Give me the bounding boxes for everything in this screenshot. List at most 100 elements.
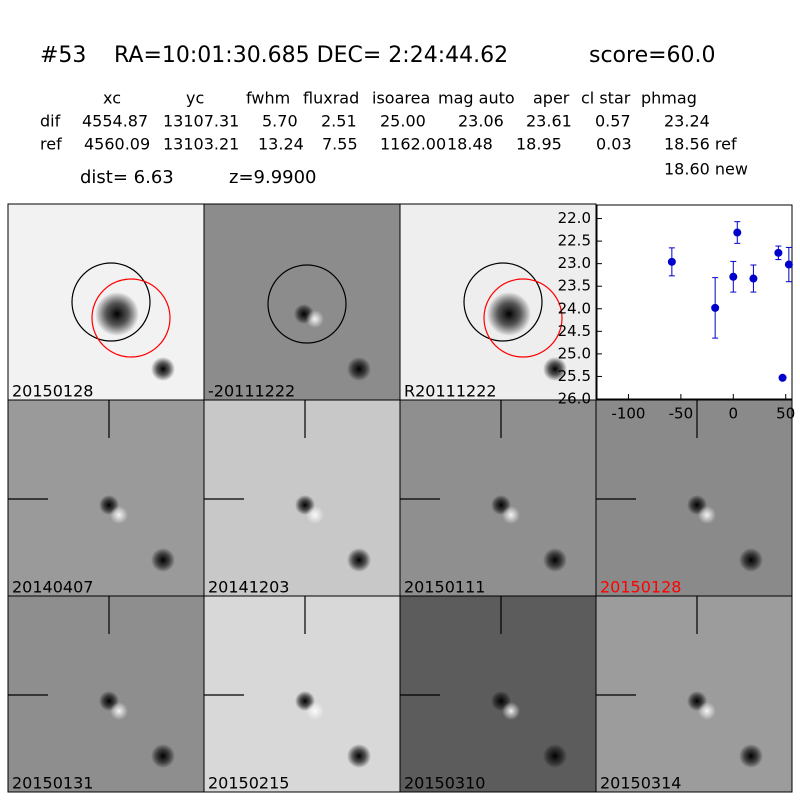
- star: [543, 548, 567, 572]
- redshift: z=9.9900: [229, 167, 317, 188]
- star: [543, 744, 567, 768]
- table-cell: 18.95: [516, 135, 562, 154]
- aperture-red: [91, 278, 171, 358]
- table-cell: 0.03: [596, 135, 632, 154]
- star: [347, 548, 371, 572]
- table-cell: 4554.87: [82, 112, 148, 131]
- image-panel: 20150215: [203, 595, 401, 793]
- residual: [110, 702, 128, 720]
- point-group: [711, 277, 720, 339]
- y-tick-label: 24.5: [558, 322, 591, 340]
- x-tick-label: -50: [669, 405, 694, 423]
- panel-label: -20111222: [208, 382, 295, 401]
- panel-label: 20140407: [12, 578, 93, 597]
- residual: [698, 702, 716, 720]
- y-tick-label: 25.5: [558, 367, 591, 385]
- column-header: phmag: [641, 89, 697, 108]
- table-cell: ref: [40, 135, 62, 154]
- point: [749, 274, 758, 283]
- panel-label: 20150128: [600, 578, 681, 597]
- object-id: #53: [40, 43, 86, 68]
- point: [711, 303, 720, 312]
- point-group: [749, 264, 758, 293]
- y-tick-label: 24.0: [558, 299, 591, 317]
- point: [733, 228, 742, 237]
- panel-label: 20150128: [12, 382, 93, 401]
- panel-label: 20150111: [404, 578, 485, 597]
- point: [667, 257, 676, 266]
- image-panel: 20150128: [7, 203, 205, 401]
- y-tick-label: 23.5: [558, 277, 591, 295]
- table: xc yc fwhm fluxrad isoarea mag auto aper cl sta…: [40, 89, 748, 179]
- panel-label: 20150314: [600, 774, 681, 793]
- image-panel: 20140407: [7, 399, 205, 597]
- panels: 20150128 -20111222 R20111222 20140407 201412…: [7, 203, 793, 793]
- panel-label: 20150310: [404, 774, 485, 793]
- point-group: [774, 245, 783, 261]
- x-tick-label: 50: [776, 405, 795, 423]
- column-header: isoarea: [372, 89, 430, 108]
- image-panel: 20150310: [399, 595, 597, 793]
- image-panel: 20150314: [595, 595, 793, 793]
- table-cell: 18.48: [447, 135, 493, 154]
- table-cell: 4560.09: [84, 135, 150, 154]
- point-group: [733, 221, 742, 244]
- source: [95, 292, 139, 336]
- panel-label: 20141203: [208, 578, 289, 597]
- residual: [306, 310, 324, 328]
- point-group: [784, 246, 793, 283]
- star: [151, 744, 175, 768]
- star: [739, 548, 763, 572]
- residual: [502, 702, 520, 720]
- point: [784, 260, 793, 269]
- table-cell: 25.00: [380, 112, 426, 131]
- column-header: xc: [103, 89, 121, 108]
- y-tick-label: 22.5: [558, 232, 591, 250]
- column-header: fwhm: [246, 89, 290, 108]
- star: [151, 357, 175, 381]
- point: [778, 373, 787, 382]
- table-cell: 23.24: [664, 112, 710, 131]
- table-cell: 23.61: [526, 112, 572, 131]
- table-cell: 0.57: [595, 112, 631, 131]
- source: [487, 292, 531, 336]
- plot-area: [596, 204, 793, 400]
- column-header: yc: [186, 89, 204, 108]
- coordinates: RA=10:01:30.685 DEC= 2:24:44.62: [114, 43, 508, 68]
- star: [347, 744, 371, 768]
- y-tick-label: 23.0: [558, 254, 591, 272]
- column-header: fluxrad: [303, 89, 359, 108]
- column-header: mag auto: [438, 89, 515, 108]
- star: [543, 357, 567, 381]
- residual: [110, 506, 128, 524]
- x-tick-label: 0: [729, 405, 739, 423]
- panel-label: 20150215: [208, 774, 289, 793]
- aperture-red: [483, 278, 563, 358]
- table-cell: 7.55: [322, 135, 358, 154]
- image-panel: -20111222: [203, 203, 401, 401]
- table-cell: 1162.00: [380, 135, 446, 154]
- table-cell: 13107.31: [163, 112, 239, 131]
- aperture-black: [463, 262, 543, 342]
- star: [739, 744, 763, 768]
- table-cell: 13103.21: [163, 135, 239, 154]
- residual: [306, 506, 324, 524]
- light-curve: 22.0 22.5 23.0 23.5 24.0 24.5 25.0 25.5 26.0 -100…: [558, 204, 795, 423]
- image-panel: R20111222: [399, 203, 597, 401]
- y-tick-label: 26.0: [558, 390, 591, 408]
- table-cell: 18.56 ref: [664, 135, 737, 154]
- residual: [502, 506, 520, 524]
- table-cell: 18.60 new: [664, 160, 748, 179]
- point: [774, 248, 783, 257]
- star: [151, 548, 175, 572]
- point-group: [729, 260, 738, 293]
- table-cell: 2.51: [321, 112, 357, 131]
- aperture-black: [267, 264, 347, 344]
- image-panel: 20150111: [399, 399, 597, 597]
- panel-label: R20111222: [404, 382, 497, 401]
- table-cell: 5.70: [262, 112, 298, 131]
- point-group: [778, 373, 787, 382]
- point-group: [667, 247, 676, 277]
- image-panel: 20141203: [203, 399, 401, 597]
